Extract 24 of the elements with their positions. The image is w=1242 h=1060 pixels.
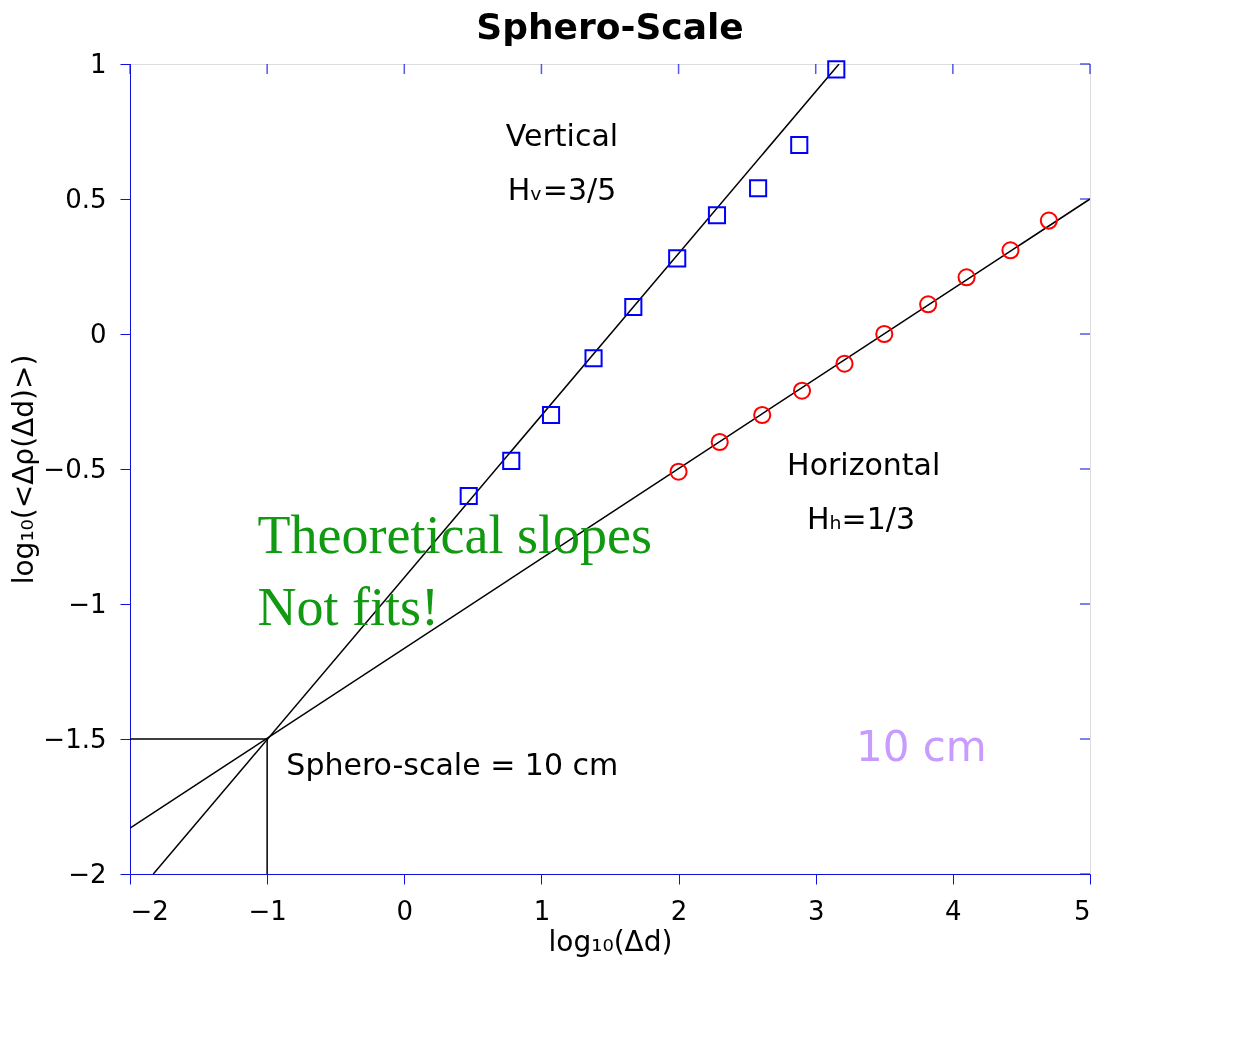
annotation: Hₕ=1/3 [806,501,916,537]
annotation: Horizontal [787,447,941,483]
y-tick-label: 0.5 [65,183,107,214]
annotation: 10 cm [855,722,987,772]
annotation: Sphero-scale = 10 cm [286,747,619,782]
y-tick-label: −1.5 [43,723,107,754]
x-tick-label: 0 [396,895,414,926]
y-tick-label: −2 [68,858,107,889]
y-tick-label: −1 [68,588,107,619]
x-tick-label: 4 [945,895,962,926]
x-tick-label: 1 [533,895,551,926]
y-tick-label: 1 [89,48,107,79]
x-tick-label: 5 [1073,895,1091,926]
chart-title: Sphero-Scale [476,6,744,47]
x-tick-label: −1 [248,895,287,926]
annotation: Hᵥ=3/5 [507,171,617,207]
x-tick-label: −2 [130,895,169,926]
y-axis-title: log₁₀(<Δρ(Δd)>) [7,354,41,585]
y-tick-label: 0 [89,318,107,349]
annotation: Vertical [505,117,619,153]
x-tick-label: 3 [807,895,825,926]
x-axis-title: log₁₀(Δd) [548,924,673,958]
y-tick-label: −0.5 [43,453,107,484]
x-tick-label: 2 [670,895,688,926]
